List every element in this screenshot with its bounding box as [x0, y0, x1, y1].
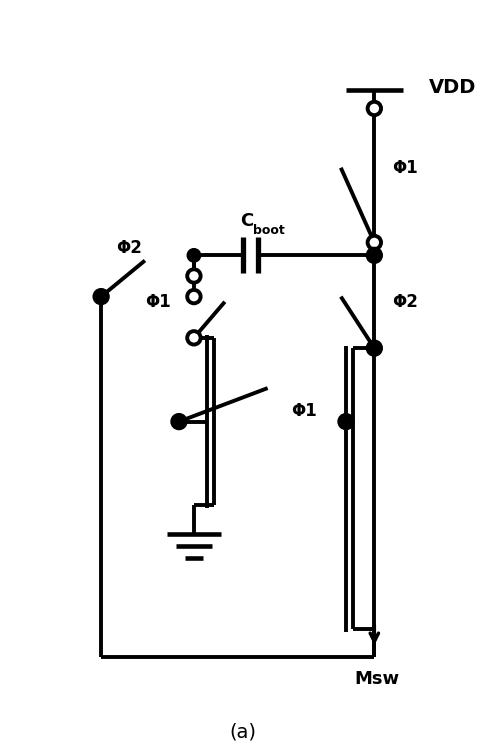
Circle shape [95, 290, 108, 303]
Circle shape [172, 415, 185, 428]
Text: (a): (a) [229, 723, 256, 742]
Circle shape [367, 248, 381, 262]
Circle shape [172, 415, 185, 428]
Circle shape [367, 341, 381, 355]
Circle shape [367, 341, 381, 355]
Circle shape [95, 290, 108, 303]
Circle shape [187, 270, 201, 282]
Text: Φ1: Φ1 [392, 159, 418, 177]
Circle shape [187, 248, 201, 262]
Text: C: C [240, 212, 253, 230]
Circle shape [367, 236, 381, 249]
Text: Φ2: Φ2 [392, 293, 418, 311]
Circle shape [187, 290, 201, 303]
Text: Φ1: Φ1 [291, 402, 317, 420]
Circle shape [367, 248, 381, 262]
Text: VDD: VDD [428, 78, 476, 97]
Text: Φ1: Φ1 [145, 293, 171, 311]
Text: Msw: Msw [354, 670, 400, 688]
Text: boot: boot [253, 224, 285, 237]
Circle shape [339, 415, 353, 428]
Circle shape [367, 102, 381, 115]
Circle shape [187, 331, 201, 345]
Text: Φ2: Φ2 [117, 239, 142, 257]
Circle shape [339, 415, 353, 428]
